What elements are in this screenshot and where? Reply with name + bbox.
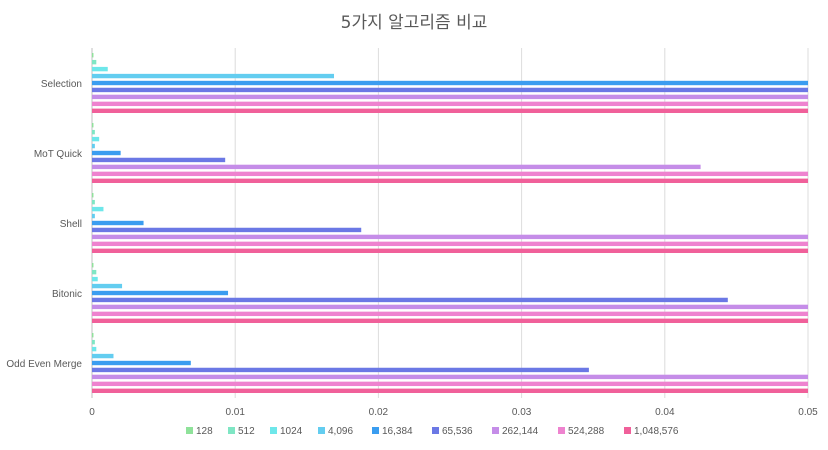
bar bbox=[92, 129, 95, 135]
bar bbox=[92, 318, 808, 323]
chart-title: 5가지 알고리즘 비교 bbox=[340, 13, 488, 33]
bar bbox=[92, 381, 808, 387]
x-tick-label: 0.01 bbox=[225, 407, 245, 418]
x-tick-label: 0.03 bbox=[512, 407, 532, 418]
legend-label: 128 bbox=[196, 426, 213, 437]
legend-swatch bbox=[624, 427, 631, 434]
legend-label: 1,048,576 bbox=[634, 426, 679, 437]
bar bbox=[92, 234, 808, 240]
bar bbox=[92, 73, 335, 79]
bar bbox=[92, 290, 229, 296]
legend-swatch bbox=[432, 427, 439, 434]
bar bbox=[92, 353, 114, 359]
x-tick-label: 0.02 bbox=[369, 407, 389, 418]
bar bbox=[92, 304, 808, 310]
x-tick-label: 0.05 bbox=[798, 407, 818, 418]
bar bbox=[92, 263, 94, 268]
legend-label: 65,536 bbox=[442, 426, 473, 437]
legend-swatch bbox=[558, 427, 565, 434]
legend-swatch bbox=[372, 427, 379, 434]
legend-label: 1024 bbox=[280, 426, 303, 437]
bar bbox=[92, 53, 94, 58]
bar bbox=[92, 136, 100, 142]
bar bbox=[92, 171, 808, 177]
legend-label: 262,144 bbox=[502, 426, 539, 437]
bar bbox=[92, 157, 226, 163]
bar bbox=[92, 248, 808, 253]
category-label: Selection bbox=[41, 79, 82, 90]
bar bbox=[92, 220, 144, 226]
legend-label: 16,384 bbox=[382, 426, 413, 437]
bar bbox=[92, 269, 97, 275]
bar bbox=[92, 150, 121, 156]
bar bbox=[92, 213, 95, 219]
bar bbox=[92, 311, 808, 317]
bar bbox=[92, 388, 808, 393]
bar bbox=[92, 143, 95, 149]
bar bbox=[92, 59, 97, 65]
legend-label: 512 bbox=[238, 426, 255, 437]
category-label: Shell bbox=[60, 219, 82, 230]
bar bbox=[92, 94, 808, 100]
x-tick-label: 0.04 bbox=[655, 407, 675, 418]
legend-swatch bbox=[186, 427, 193, 434]
bar bbox=[92, 193, 94, 198]
legend-swatch bbox=[270, 427, 277, 434]
category-label: Bitonic bbox=[52, 289, 82, 300]
legend-swatch bbox=[318, 427, 325, 434]
legend-swatch bbox=[228, 427, 235, 434]
category-label: MoT Quick bbox=[34, 149, 83, 160]
x-tick-label: 0 bbox=[89, 407, 95, 418]
bar bbox=[92, 178, 808, 183]
bar bbox=[92, 283, 123, 289]
bar bbox=[92, 101, 808, 107]
bar bbox=[92, 360, 191, 366]
bar bbox=[92, 206, 104, 212]
bar bbox=[92, 333, 94, 338]
bar bbox=[92, 367, 589, 373]
bar bbox=[92, 339, 95, 345]
bar bbox=[92, 276, 98, 282]
legend-label: 4,096 bbox=[328, 426, 353, 437]
bar bbox=[92, 108, 808, 113]
bar bbox=[92, 346, 97, 352]
legend-swatch bbox=[492, 427, 499, 434]
category-label: Odd Even Merge bbox=[6, 359, 82, 370]
bar bbox=[92, 241, 808, 247]
legend-label: 524,288 bbox=[568, 426, 605, 437]
bar bbox=[92, 164, 701, 170]
bar bbox=[92, 297, 728, 303]
bar bbox=[92, 123, 94, 128]
bar bbox=[92, 87, 808, 93]
bar bbox=[92, 66, 108, 72]
bar bbox=[92, 199, 95, 205]
bar bbox=[92, 374, 808, 380]
bar bbox=[92, 80, 808, 86]
bar bbox=[92, 227, 362, 233]
